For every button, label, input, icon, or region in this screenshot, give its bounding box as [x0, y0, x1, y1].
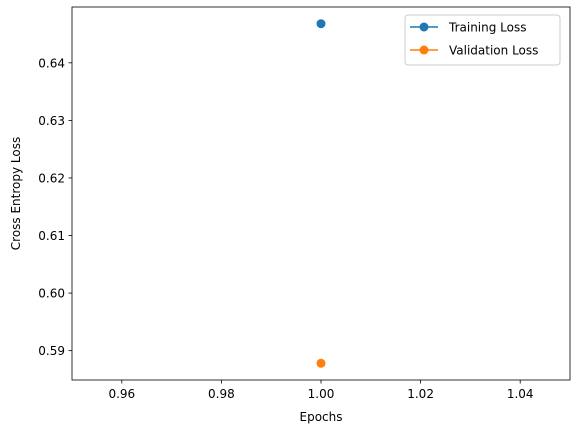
legend-marker-validation: [419, 45, 429, 55]
y-tick-label: 0.62: [38, 171, 65, 185]
legend-marker-training: [419, 22, 429, 32]
y-tick-label: 0.64: [38, 56, 65, 70]
axis-ticks: 0.96 0.98 1.00 1.02 1.04 0.59 0.60 0.61 0.62 0.63…: [38, 56, 533, 401]
legend: Training Loss Validation Loss: [404, 14, 561, 66]
y-tick-label: 0.60: [38, 287, 65, 301]
x-tick-label: 1.04: [507, 387, 534, 401]
legend-label-validation: Validation Loss: [449, 44, 538, 58]
data-marks: [316, 19, 326, 368]
x-tick-label: 1.02: [407, 387, 434, 401]
y-axis-label: Cross Entropy Loss: [9, 137, 23, 250]
x-tick-label: 0.98: [208, 387, 235, 401]
plot-frame: [71, 6, 571, 381]
x-tick-label: 1.00: [308, 387, 335, 401]
legend-label-training: Training Loss: [448, 21, 526, 35]
legend-item-validation: Validation Loss: [410, 44, 538, 58]
x-tick-label: 0.96: [108, 387, 135, 401]
y-tick-label: 0.59: [38, 344, 65, 358]
x-axis-label: Epochs: [300, 410, 343, 424]
legend-item-training: Training Loss: [410, 21, 526, 35]
data-point-training: [316, 19, 326, 29]
y-tick-label: 0.61: [38, 229, 65, 243]
legend-box: [404, 14, 561, 66]
data-point-validation: [316, 358, 326, 368]
y-tick-label: 0.63: [38, 114, 65, 128]
